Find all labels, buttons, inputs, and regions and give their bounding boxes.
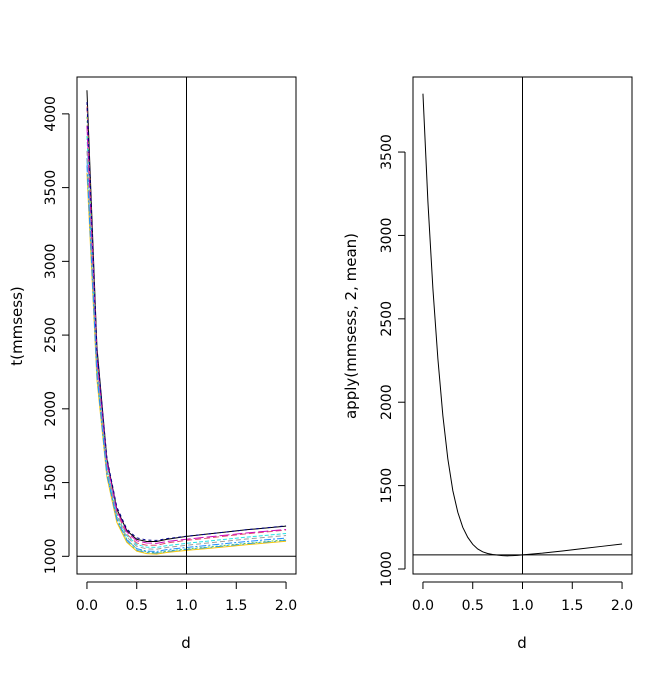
right-series-line [422, 93, 623, 557]
right-series-group [422, 93, 623, 557]
left-x-tick-label: 0.5 [126, 598, 148, 614]
left-series-line [86, 102, 287, 541]
right-y-tick-label: 2000 [379, 384, 395, 420]
left-x-axis-label: d [181, 634, 191, 652]
left-series-line [86, 135, 287, 548]
left-series-line [86, 165, 287, 552]
left-x-axis: 0.0 0.5 1.0 1.5 2.0 [76, 581, 297, 614]
left-series-line [86, 125, 287, 544]
right-x-tick-label: 0.5 [462, 598, 484, 614]
right-x-axis: 0.0 0.5 1.0 1.5 2.0 [412, 581, 633, 614]
right-y-tick-label: 1500 [379, 468, 395, 504]
left-y-tick-label: 1500 [43, 465, 59, 501]
left-x-tick-label: 2.0 [275, 598, 297, 614]
left-x-tick-label: 1.0 [175, 598, 197, 614]
right-y-axis-label: apply(mmsess, 2, mean) [342, 233, 360, 419]
right-x-tick-label: 1.0 [511, 598, 533, 614]
left-y-tick-label: 3000 [43, 244, 59, 280]
left-y-axis-label: t(mmsess) [8, 286, 26, 365]
left-y-tick-label: 3500 [43, 170, 59, 206]
right-y-tick-label: 3000 [379, 218, 395, 254]
right-y-tick-label: 2500 [379, 301, 395, 337]
right-x-tick-label: 0.0 [412, 598, 434, 614]
left-x-tick-label: 1.5 [225, 598, 247, 614]
right-x-tick-label: 2.0 [611, 598, 633, 614]
left-series-line [86, 172, 287, 555]
right-y-axis: 1000 1500 2000 2500 3000 3500 [379, 134, 406, 587]
left-y-tick-label: 2000 [43, 391, 59, 427]
left-series-line [86, 150, 287, 550]
right-y-tick-label: 1000 [379, 551, 395, 587]
right-panel: 0.0 0.5 1.0 1.5 2.0 1000 1500 2000 2500 3000 3500… [342, 76, 633, 652]
left-y-axis: 1000 1500 2000 2500 3000 3500 4000 [43, 96, 70, 574]
left-panel: 0.0 0.5 1.0 1.5 2.0 1000 1500 2000 2500 3000 3500… [8, 76, 297, 652]
right-x-tick-label: 1.5 [561, 598, 583, 614]
left-y-tick-label: 4000 [43, 96, 59, 132]
left-series-group [86, 90, 287, 555]
right-x-axis-label: d [517, 634, 527, 652]
left-y-tick-label: 1000 [43, 538, 59, 574]
right-y-tick-label: 3500 [379, 134, 395, 170]
left-x-tick-label: 0.0 [76, 598, 98, 614]
left-y-tick-label: 2500 [43, 317, 59, 353]
